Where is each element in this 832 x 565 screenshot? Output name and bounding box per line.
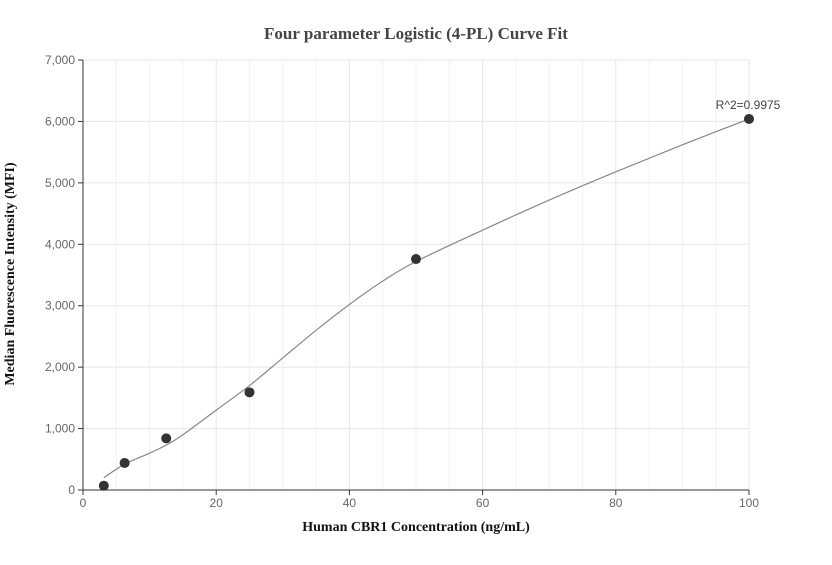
- x-tick-label: 60: [476, 496, 490, 510]
- y-tick-label: 4,000: [45, 237, 75, 251]
- fit-curve-line: [103, 118, 750, 479]
- x-tick-label: 20: [210, 496, 224, 510]
- x-axis-title: Human CBR1 Concentration (ng/mL): [302, 520, 530, 535]
- data-point[interactable]: [161, 433, 172, 444]
- y-tick-labels: 0 1,000 2,000 3,000 4,000 5,000 6,000 7,000: [45, 53, 75, 497]
- data-point[interactable]: [119, 457, 130, 468]
- data-point[interactable]: [411, 254, 421, 265]
- data-points: [98, 113, 754, 491]
- data-point[interactable]: [244, 387, 255, 398]
- grid-minor: [115, 60, 717, 490]
- x-tick-labels: 0 20 40 60 80 100: [80, 496, 760, 510]
- x-tick-label: 40: [343, 496, 357, 510]
- fit-curve-group: [103, 118, 750, 479]
- y-tick-label: 7,000: [45, 53, 75, 67]
- y-axis-title: Median Fluorescence Intensity (MFI): [3, 162, 18, 386]
- x-tick-label: 80: [609, 496, 623, 510]
- axes: [78, 59, 750, 495]
- x-tick-label: 0: [80, 496, 87, 510]
- chart-title: Four parameter Logistic (4-PL) Curve Fit: [264, 24, 568, 43]
- r-squared-annotation: R^2=0.9975: [716, 98, 781, 112]
- y-tick-label: 1,000: [45, 422, 75, 436]
- data-point[interactable]: [98, 480, 109, 491]
- x-tick-label: 100: [739, 496, 759, 510]
- y-tick-label: 0: [68, 483, 75, 497]
- y-tick-label: 2,000: [45, 360, 75, 374]
- y-tick-label: 5,000: [45, 176, 75, 190]
- y-tick-label: 6,000: [45, 114, 75, 128]
- y-tick-label: 3,000: [45, 299, 75, 313]
- data-point[interactable]: [744, 113, 754, 124]
